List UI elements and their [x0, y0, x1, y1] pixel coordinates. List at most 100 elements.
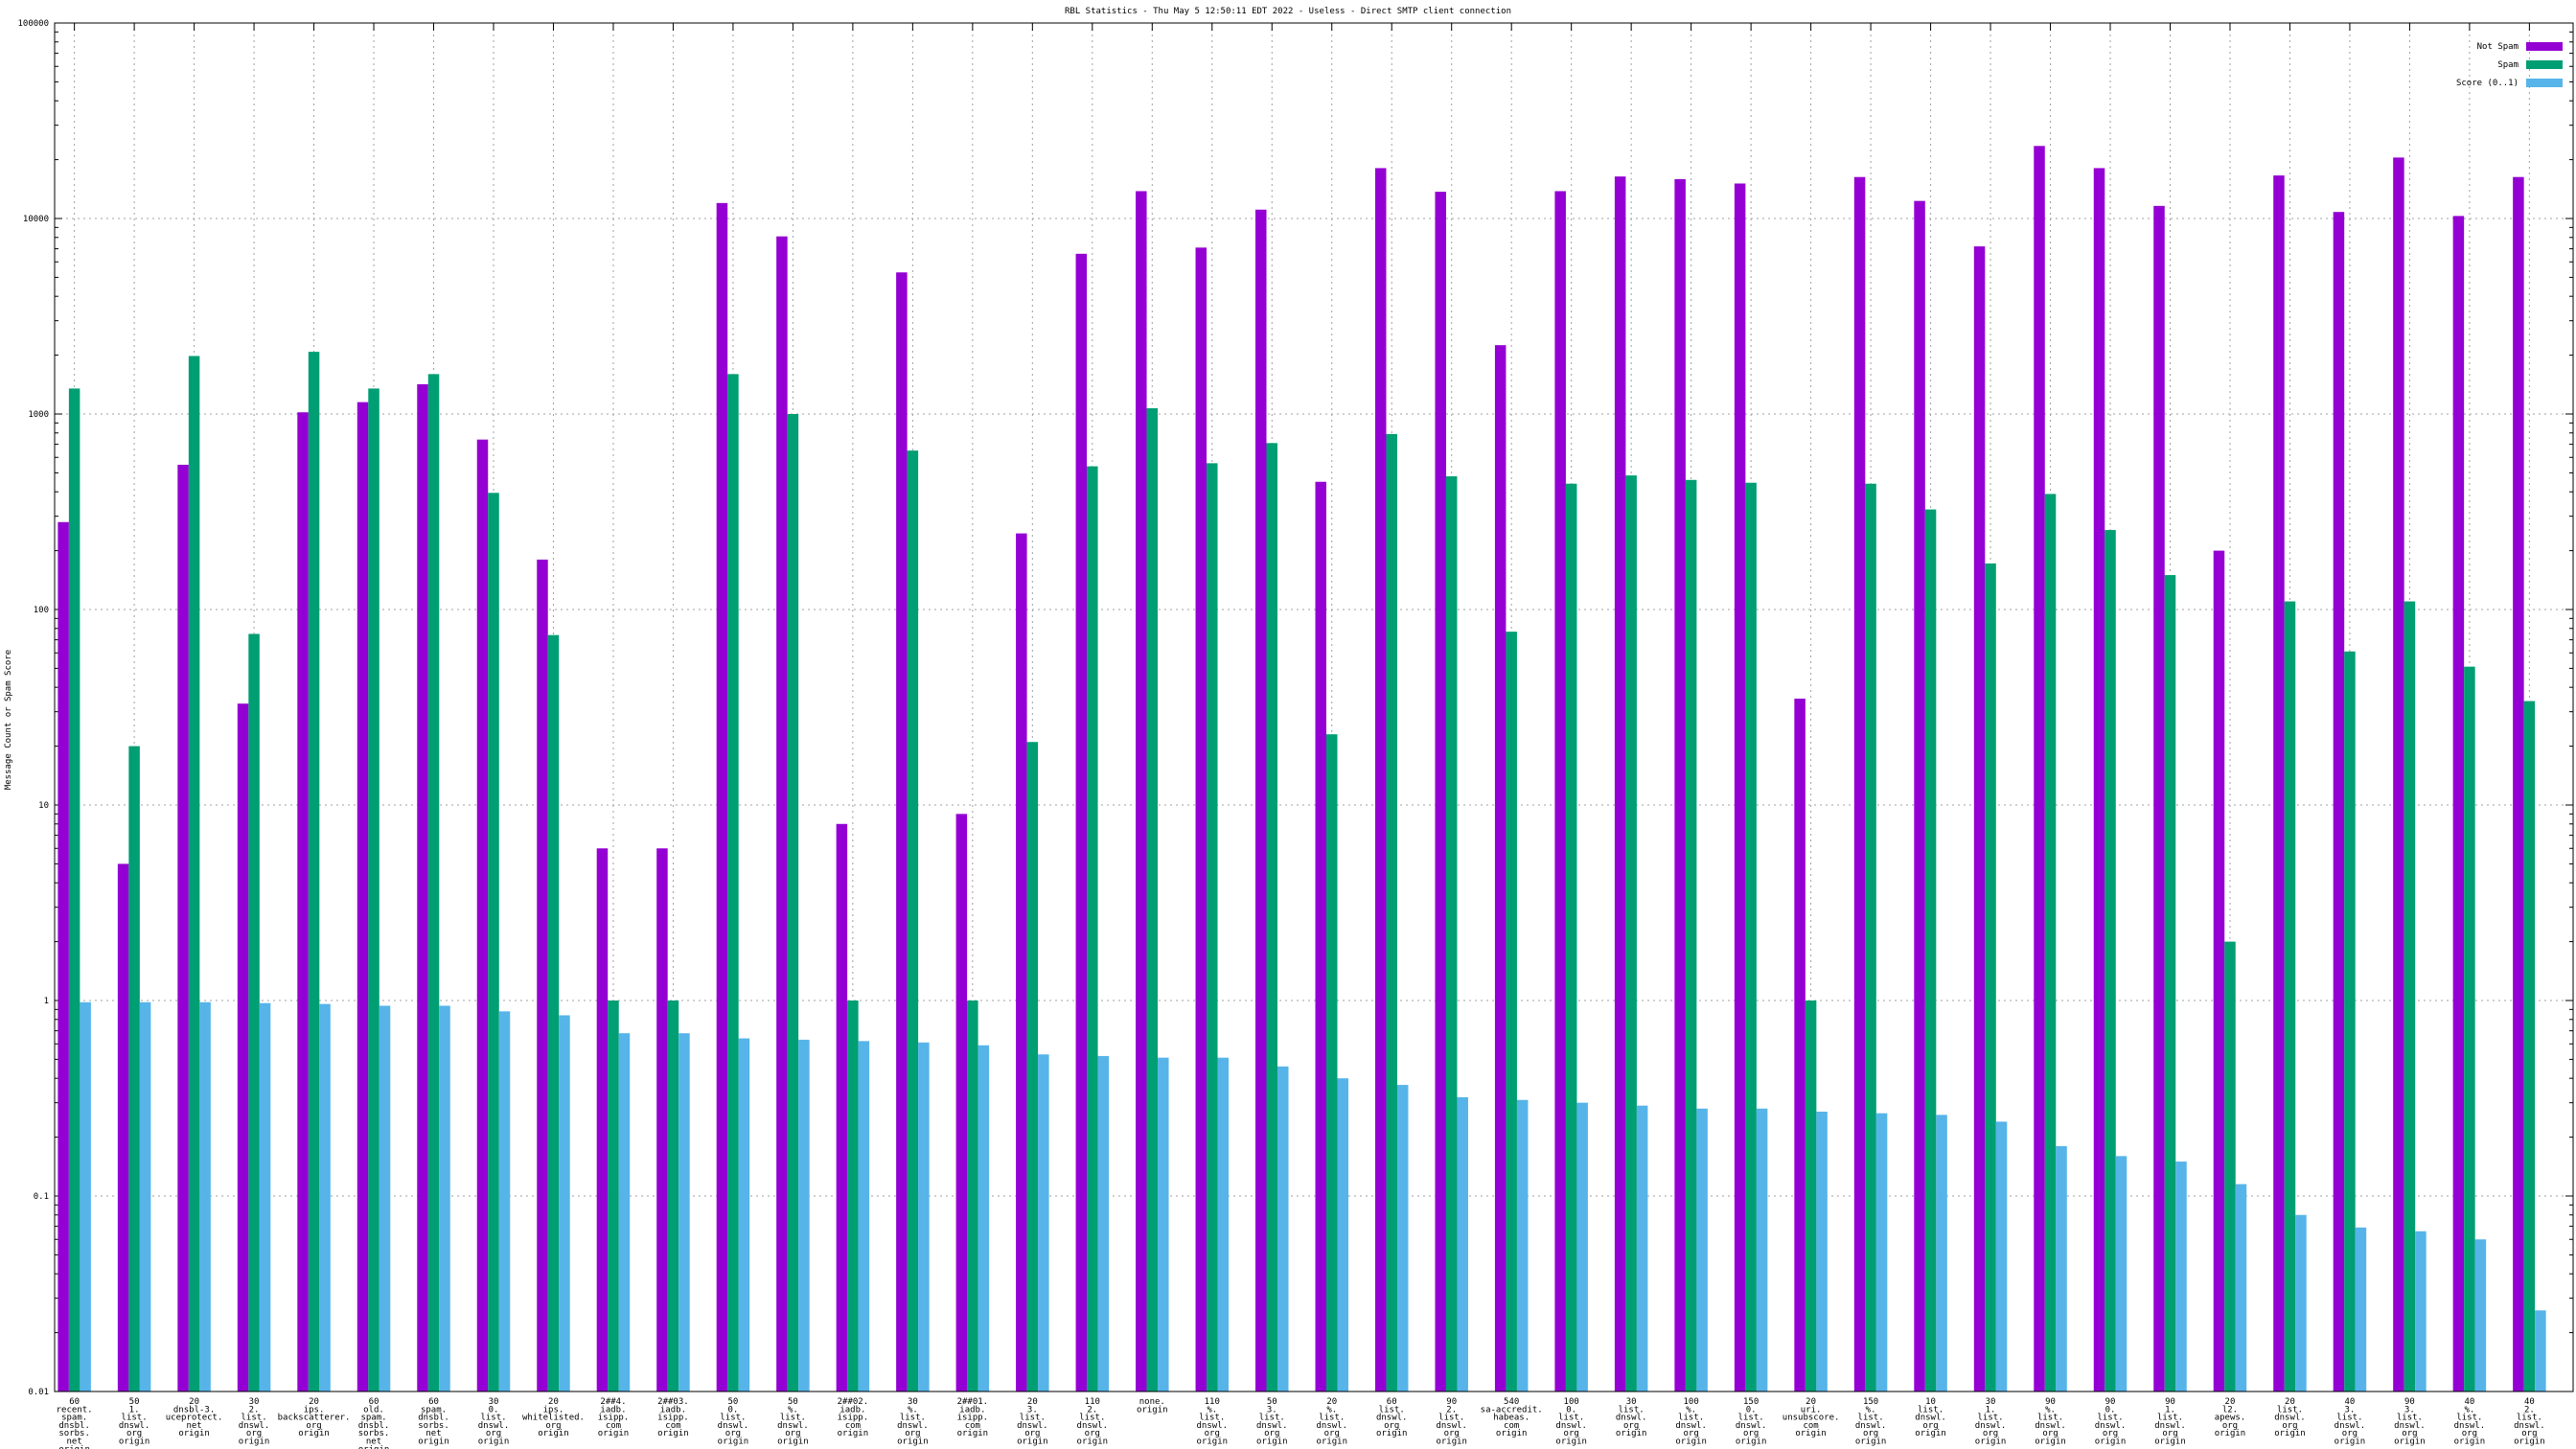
y-tick-label: 10 [38, 801, 49, 811]
bar-score-0-1 [139, 1001, 151, 1392]
bar-not-spam [1614, 176, 1626, 1392]
x-tick-label: 540 sa-accredit. habeas. com origin [1481, 1397, 1543, 1438]
bar-score-0-1 [2355, 1227, 2367, 1392]
bar-score-0-1 [379, 1005, 391, 1392]
chart-title: RBL Statistics - Thu May 5 12:50:11 EDT … [1065, 7, 1511, 16]
bar-spam [2404, 601, 2416, 1392]
bar-score-0-1 [2056, 1145, 2067, 1392]
x-tick-label: 30%. list. dnswl. org origin [897, 1397, 929, 1447]
bar-spam [368, 388, 380, 1392]
bar-not-spam [1554, 191, 1566, 1392]
bar-not-spam [1075, 253, 1088, 1392]
x-tick-label: 30 1. list. dnswl. org origin [1975, 1397, 2007, 1447]
bar-score-0-1 [2415, 1230, 2426, 1392]
bar-not-spam [476, 439, 489, 1392]
bar-not-spam [177, 464, 189, 1392]
x-tick-label: 90 3. list. dnswl. org origin [2394, 1397, 2426, 1447]
x-tick-label: 30 2. list. dnswl. org origin [239, 1397, 270, 1447]
bar-score-0-1 [1636, 1105, 1648, 1392]
x-tick-label: 50%. list. dnswl. org origin [777, 1397, 809, 1447]
x-tick-label: 150 0. list. dnswl. org origin [1736, 1397, 1767, 1447]
bar-not-spam [237, 703, 249, 1392]
bar-spam [1865, 483, 1876, 1392]
bar-not-spam [1973, 246, 1986, 1392]
bar-spam [488, 493, 499, 1392]
bar-spam [1207, 463, 1218, 1392]
bar-score-0-1 [2175, 1162, 2187, 1392]
bar-score-0-1 [80, 1001, 91, 1392]
bar-not-spam [1734, 183, 1746, 1392]
y-tick-label: 10000 [23, 215, 49, 224]
x-tick-label: 90 1. list. dnswl. org origin [2154, 1397, 2186, 1447]
bar-score-0-1 [1038, 1054, 1049, 1392]
y-tick-label: 0.1 [34, 1192, 49, 1202]
bar-spam [2344, 651, 2356, 1392]
bar-score-0-1 [678, 1033, 690, 1392]
bar-not-spam [2393, 157, 2404, 1392]
bar-not-spam [1674, 178, 1686, 1392]
y-tick-label: 1 [44, 997, 49, 1006]
bar-score-0-1 [2115, 1156, 2128, 1392]
bar-score-0-1 [1158, 1057, 1169, 1392]
x-tick-label: 50 0. list. dnswl. org origin [718, 1397, 749, 1447]
bar-spam [1266, 443, 1278, 1392]
bar-score-0-1 [1995, 1121, 2008, 1392]
bar-not-spam [58, 521, 69, 1392]
bar-spam [847, 1000, 859, 1392]
bar-not-spam [2513, 176, 2524, 1392]
bar-not-spam [2153, 205, 2165, 1392]
bar-not-spam [1853, 176, 1866, 1392]
bar-score-0-1 [618, 1033, 631, 1392]
bar-not-spam [2093, 168, 2105, 1392]
bar-not-spam [356, 402, 369, 1392]
bar-score-0-1 [199, 1001, 211, 1392]
bar-spam [2523, 701, 2536, 1392]
x-tick-label: 90 0. list. dnswl. org origin [2095, 1397, 2127, 1447]
x-tick-label: 2##4. iadb. isipp. com origin [598, 1397, 630, 1438]
y-tick-label: 0.01 [28, 1388, 49, 1397]
x-tick-label: 30 0. list. dnswl. org origin [478, 1397, 510, 1447]
bar-spam [907, 450, 919, 1392]
bar-not-spam [1374, 168, 1387, 1392]
y-tick-label: 1000 [28, 410, 49, 420]
bar-spam [2284, 601, 2296, 1392]
bar-score-0-1 [858, 1041, 870, 1392]
x-tick-label: 60 spam. dnsbl. sorbs. net origin [418, 1397, 449, 1447]
bar-score-0-1 [259, 1002, 271, 1392]
bar-score-0-1 [1097, 1055, 1110, 1392]
bar-not-spam [2213, 550, 2225, 1392]
bar-spam [1685, 479, 1697, 1392]
bar-score-0-1 [1457, 1096, 1468, 1392]
x-tick-label: 20 dnsbl-3. uceprotect. net origin [166, 1397, 223, 1438]
bar-not-spam [716, 202, 728, 1392]
bar-spam [68, 388, 80, 1392]
legend-swatch [2526, 42, 2563, 51]
bar-not-spam [1016, 533, 1027, 1392]
bar-not-spam [656, 848, 668, 1392]
bar-not-spam [2452, 216, 2465, 1392]
y-tick-labels: 0.01 0.1 1 10 100 1000 10000 100000 [17, 19, 49, 1397]
bar-spam [1146, 408, 1159, 1392]
x-tick-label: 20 uri. unsubscore. com origin [1782, 1397, 1840, 1438]
bar-not-spam [896, 272, 908, 1392]
bar-spam [1445, 476, 1458, 1392]
y-tick-label: 100 [34, 606, 49, 615]
bar-score-0-1 [1816, 1112, 1828, 1392]
bar-spam [2104, 530, 2116, 1392]
bar-score-0-1 [1576, 1102, 1588, 1392]
legend-label: Score (0..1) [2456, 79, 2518, 88]
x-tick-label: 30 list. dnswl. org origin [1616, 1397, 1647, 1438]
bar-score-0-1 [319, 1003, 331, 1392]
legend-swatch [2526, 60, 2563, 69]
x-tick-label: 20 3. list. dnswl. org origin [1017, 1397, 1048, 1447]
bar-spam [1506, 632, 1517, 1392]
legend-label: Not Spam [2477, 42, 2518, 52]
bar-score-0-1 [1875, 1113, 1888, 1392]
y-axis-label: Message Count or Spam Score [4, 650, 13, 790]
bar-score-0-1 [2295, 1214, 2307, 1392]
bar-not-spam [596, 848, 609, 1392]
bar-not-spam [417, 383, 428, 1392]
bar-score-0-1 [738, 1038, 750, 1392]
x-tick-label: 20%. list. dnswl. org origin [1316, 1397, 1347, 1447]
